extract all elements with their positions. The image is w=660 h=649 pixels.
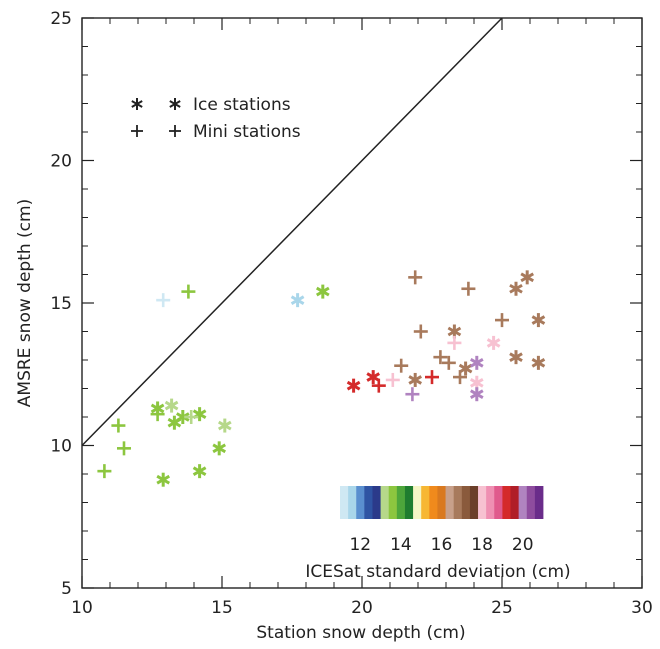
colorbar-swatch [388,486,398,519]
mini-station-point [150,407,165,422]
ice-station-point [531,355,546,370]
mini-station-point [425,370,439,385]
colorbar-swatch [421,486,430,519]
mini-station-point [453,370,467,385]
mini-station-point [441,355,456,370]
colorbar-tick-labels: 12 14 16 18 20 [349,535,533,555]
colorbar-swatch [396,486,406,519]
colorbar-swatch [510,486,520,519]
ice-station-point [531,313,546,328]
ice-station-point [469,355,484,370]
mini-station-point [495,313,509,328]
mini-station-point [117,441,131,456]
y-tick-label: 25 [50,9,72,29]
colorbar-tick-label: 16 [431,535,453,555]
x-tick-label: 30 [631,598,653,618]
mini-station-point [181,284,196,299]
axis-ticks [81,17,643,589]
colorbar-swatch [478,486,487,519]
y-tick-label: 20 [50,152,72,172]
ice-station-point [366,370,381,385]
colorbar-swatch [404,486,414,519]
mini-station-point [447,335,462,350]
legend: Ice stations Mini stations [131,95,301,142]
colorbar-swatch [437,486,446,519]
colorbar-tick-label: 20 [512,535,534,555]
colorbar-swatch [356,486,365,519]
x-tick-label: 10 [71,598,93,618]
ice-station-point [164,398,179,413]
ice-station-point [509,350,523,365]
colorbar-swatch [526,486,536,519]
ice-station-point [192,464,207,479]
ice-station-point [486,335,501,350]
mini-station-point [371,378,386,393]
legend-mini-symbol [131,125,181,137]
ice-station-point [290,293,305,308]
legend-mini-label: Mini stations [193,122,301,142]
colorbar-swatch [486,486,495,519]
ice-station-point [408,372,423,387]
ice-station-point [212,441,227,456]
colorbar-swatch [372,486,381,519]
colorbar-swatch [469,486,479,519]
colorbar-swatch [340,486,349,519]
mini-station-point [408,270,423,285]
data-points [97,270,546,487]
ice-station-point [458,361,473,376]
mini-station-point [461,281,476,296]
mini-station-point [394,358,409,373]
x-axis-title: Station snow depth (cm) [256,623,465,643]
ice-station-point [520,270,535,285]
mini-station-point [433,350,448,365]
colorbar-swatch [518,486,528,519]
colorbar-swatch [348,486,357,519]
mini-station-point [184,410,199,424]
ice-station-point [315,284,330,299]
legend-ice-label: Ice stations [193,95,291,115]
x-tick-label: 15 [211,598,233,618]
x-tick-label: 25 [491,598,513,618]
mini-station-point [405,387,420,402]
ice-station-point [509,281,523,296]
legend-ice-symbol [131,98,181,110]
colorbar-swatch [494,486,503,519]
ice-station-point [192,407,207,422]
ice-station-point [346,378,361,393]
one-to-one-line [81,17,503,447]
colorbar-swatch [413,486,422,519]
mini-station-point [413,324,428,339]
colorbar-swatch [461,486,471,519]
colorbar-tick-label: 18 [471,535,493,555]
ice-station-point [469,387,484,402]
ice-station-point [167,415,182,430]
y-tick-label: 10 [50,437,72,457]
colorbar-tick-label: 12 [349,535,371,555]
mini-station-point [156,293,171,308]
colorbar-swatch [502,486,511,519]
colorbar-swatch [453,486,463,519]
y-tick-label: 15 [50,294,72,314]
colorbar-title: ICESat standard deviation (cm) [305,562,570,582]
colorbar-swatch [429,486,438,519]
ice-station-point [217,418,232,433]
colorbar-swatch [364,486,373,519]
mini-station-point [385,372,400,387]
x-tick-label: 20 [351,598,373,618]
colorbar-tick-label: 14 [390,535,412,555]
mini-station-point [111,418,126,433]
colorbar [340,486,544,519]
mini-station-point [97,464,112,479]
y-axis-title: AMSRE snow depth (cm) [15,199,35,407]
y-tick-label: 5 [61,579,72,599]
colorbar-swatch [380,486,390,519]
colorbar-swatch [445,486,455,519]
ice-station-point [156,472,171,487]
colorbar-swatch [534,486,544,519]
